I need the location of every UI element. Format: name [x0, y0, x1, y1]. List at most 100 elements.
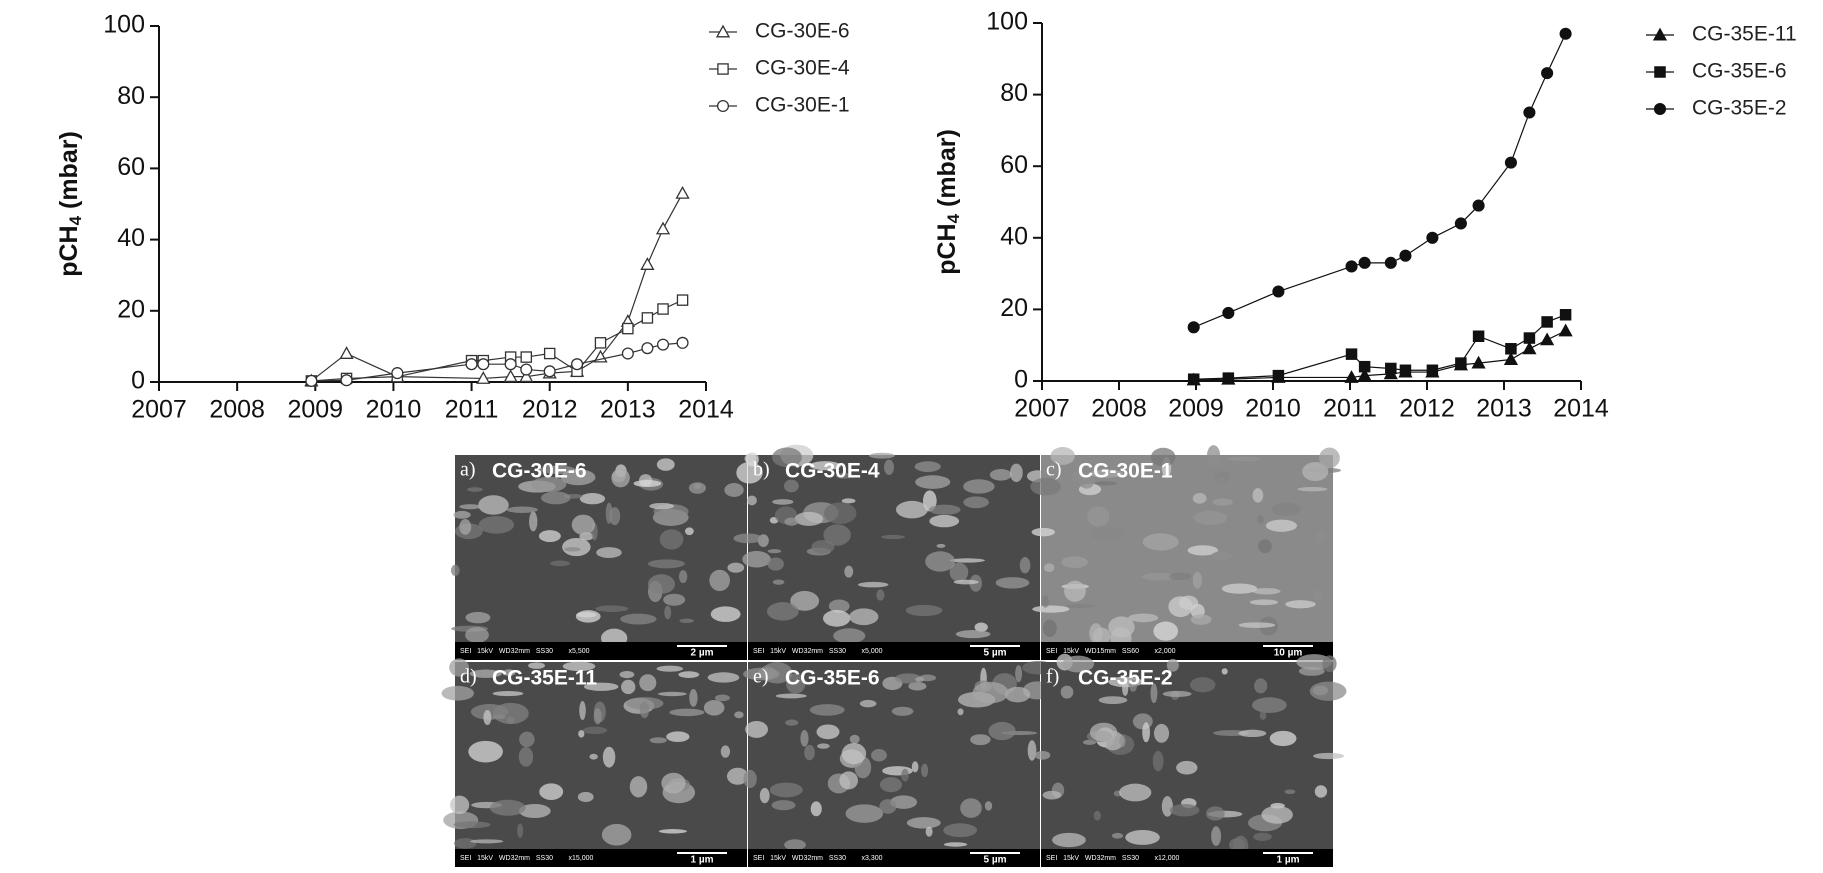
texture — [1238, 622, 1276, 628]
texture — [949, 562, 969, 582]
texture — [905, 604, 943, 617]
texture — [785, 719, 799, 726]
marker — [1558, 323, 1573, 337]
y-tick-label: 100 — [986, 8, 1028, 36]
scale-label: 2 µm — [691, 648, 714, 659]
texture — [915, 676, 925, 683]
texture — [1129, 679, 1138, 692]
texture — [465, 611, 491, 624]
texture — [1309, 681, 1347, 701]
texture — [772, 499, 794, 505]
texture — [1249, 599, 1278, 606]
texture — [450, 795, 470, 815]
marker — [1454, 217, 1467, 230]
scale-label: 10 µm — [1274, 648, 1303, 659]
texture — [601, 823, 632, 846]
texture — [1062, 655, 1095, 673]
texture — [539, 783, 564, 800]
texture — [661, 772, 686, 794]
info-strip — [1041, 849, 1333, 867]
texture — [449, 658, 469, 677]
texture — [1252, 588, 1281, 595]
marker — [391, 367, 404, 380]
texture — [1009, 463, 1023, 483]
texture — [602, 746, 616, 768]
marker — [1187, 321, 1200, 334]
x-tick-label: 2010 — [1245, 395, 1301, 423]
texture — [876, 589, 885, 601]
texture — [733, 533, 763, 544]
x-tick-label: 2009 — [287, 396, 343, 424]
texture — [785, 673, 806, 694]
panel-letter: c) — [1046, 459, 1062, 481]
marker — [656, 338, 670, 351]
texture — [1050, 447, 1075, 465]
texture — [620, 613, 657, 625]
texture — [571, 514, 595, 535]
panel-letter: e) — [753, 666, 769, 688]
texture — [1034, 750, 1051, 760]
texture — [891, 706, 914, 716]
texture — [1150, 447, 1176, 467]
marker — [1345, 260, 1358, 273]
texture — [1206, 445, 1221, 467]
y-label-main: pCH — [55, 225, 83, 276]
legend-marker — [1652, 27, 1668, 41]
chart: 0 20 40 60 80 100 2007 2008 2009 2010 2011 2012 2013… — [55, 11, 850, 424]
panel-letter: a) — [460, 459, 476, 481]
texture — [1098, 696, 1128, 705]
texture — [1192, 571, 1202, 589]
texture — [562, 661, 596, 672]
texture — [453, 821, 491, 829]
texture — [1176, 760, 1198, 775]
legend-marker — [1654, 66, 1666, 78]
micrograph: SEI 15kV WD15mm SS60 x2,000 10 µm c) CG-30E… — [1030, 445, 1342, 660]
texture — [478, 516, 515, 534]
y-tick-label: 40 — [1000, 222, 1028, 250]
micrograph-info: SEI 15kV WD32mm SS30 x12,000 — [1046, 855, 1180, 862]
texture — [589, 753, 598, 760]
texture — [841, 498, 856, 504]
marker — [1471, 355, 1486, 369]
texture — [577, 791, 594, 803]
marker — [1345, 348, 1358, 360]
y-tick-label: 80 — [117, 82, 145, 110]
scale-label: 5 µm — [984, 648, 1007, 659]
texture — [1119, 735, 1126, 748]
texture — [809, 461, 841, 471]
texture — [1298, 666, 1325, 676]
texture — [647, 559, 685, 569]
texture — [895, 500, 928, 519]
texture — [684, 527, 694, 536]
chart: 0 20 40 60 80 100 2007 2008 2009 2010 2011 2012 2013… — [933, 8, 1797, 423]
texture — [1169, 803, 1200, 817]
texture — [1227, 456, 1262, 462]
marker — [1504, 156, 1517, 169]
texture — [649, 737, 667, 744]
texture — [562, 537, 591, 557]
texture — [707, 672, 740, 683]
x-tick-label: 2007 — [1014, 395, 1070, 423]
texture — [884, 459, 895, 476]
texture — [949, 558, 985, 563]
texture — [841, 742, 867, 765]
x-tick-label: 2008 — [1091, 395, 1147, 423]
texture — [736, 461, 763, 484]
texture — [467, 487, 483, 492]
panel-letter: f) — [1046, 666, 1059, 688]
texture — [1052, 832, 1086, 848]
texture — [1119, 783, 1152, 802]
texture — [664, 605, 672, 620]
texture — [1060, 685, 1074, 699]
marker — [622, 322, 634, 335]
marker — [1272, 285, 1285, 298]
texture — [657, 691, 687, 697]
texture — [1122, 681, 1129, 696]
legend-label: CG-30E-1 — [755, 94, 850, 117]
texture — [1212, 498, 1233, 506]
texture — [678, 570, 688, 584]
texture — [1192, 493, 1207, 504]
legend-label: CG-35E-11 — [1692, 23, 1797, 46]
info-strip — [748, 642, 1040, 660]
texture — [619, 670, 635, 679]
